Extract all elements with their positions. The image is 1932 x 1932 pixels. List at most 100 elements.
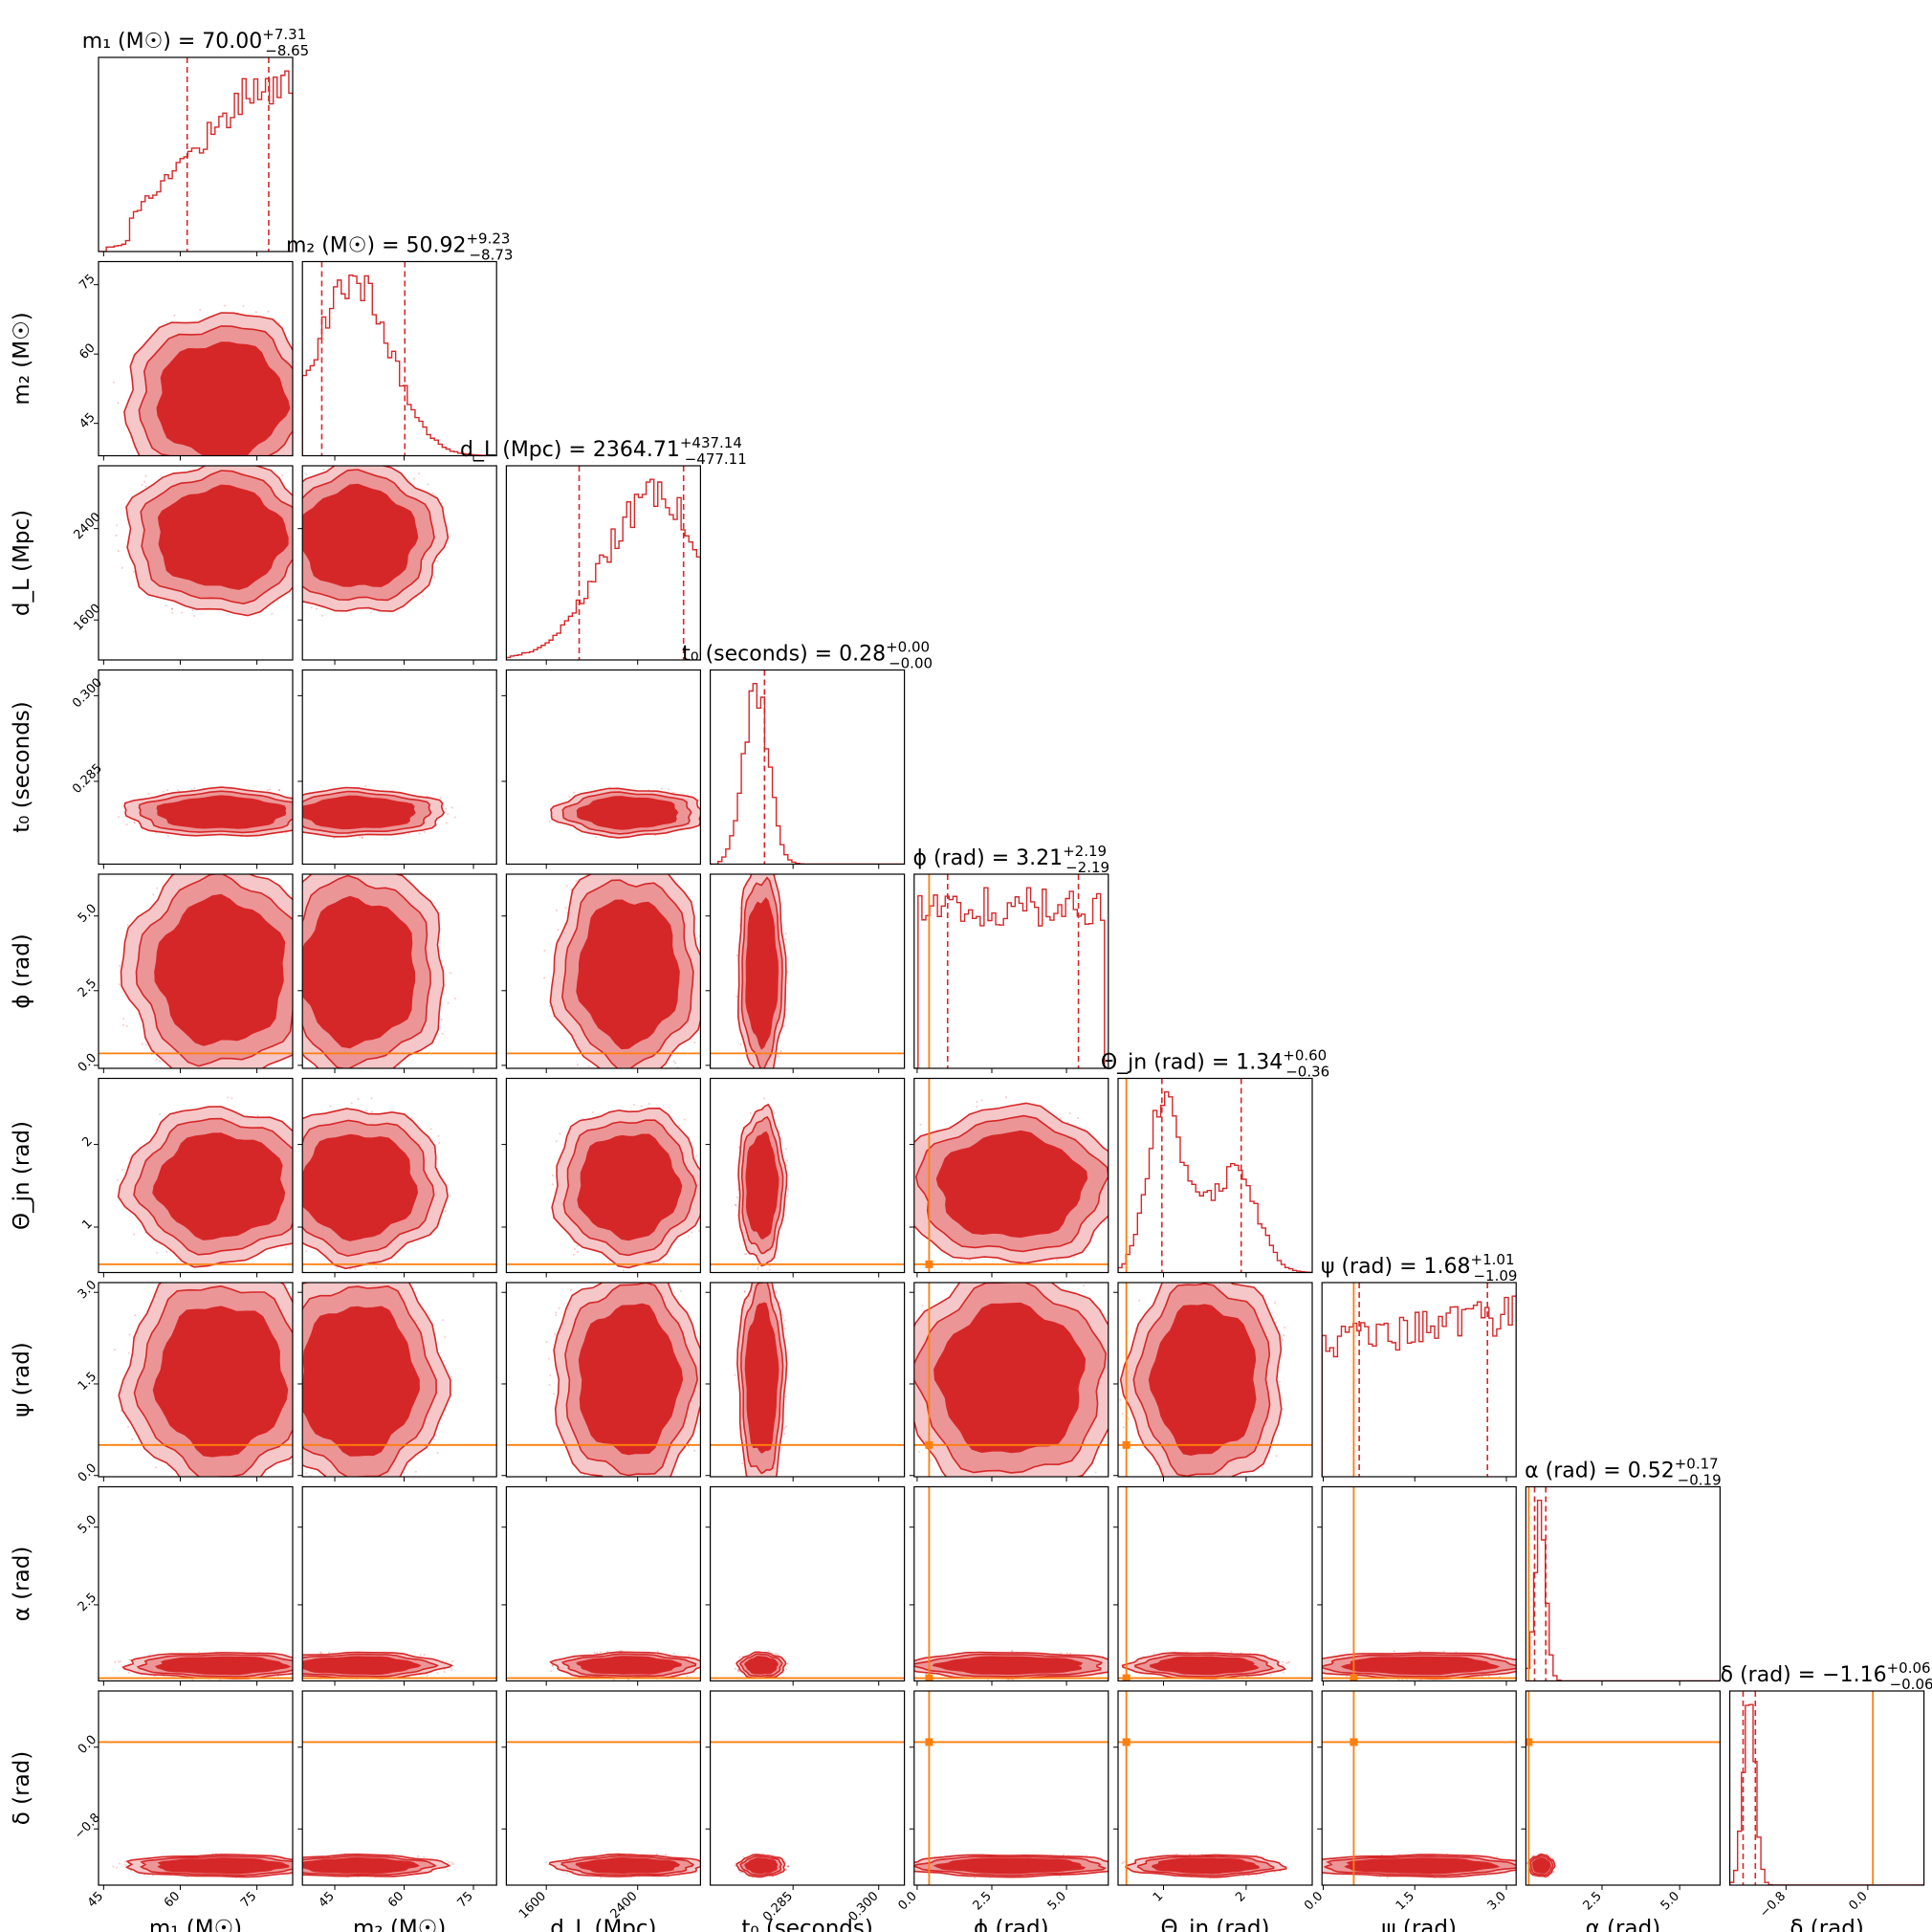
contour-level-3 [575,1856,681,1875]
panel-frame [301,669,497,866]
x-tick-label: 0.0 [1302,1889,1326,1913]
contour-level-3 [302,483,419,587]
hist-t0: t₀ (seconds) = 0.28+0.00 −0.00 [682,639,933,869]
contour-level-3 [935,1130,1088,1239]
contour-level-3 [1149,1656,1260,1676]
y-tick-label: 1 [79,1217,95,1232]
y-axis-label-m2: m₂ (M☉) [10,312,34,405]
panel-m1-delta: 45 60 75−0.80.0 [72,1690,294,1911]
panel-title-theta: Θ_jn (rad) = 1.34+0.60 −0.36 [1101,1047,1329,1081]
contour-level-3 [576,1656,682,1675]
panel-frame [1525,1690,1722,1886]
panel-frame [1525,1485,1722,1682]
x-tick-label: 75 [238,1889,259,1910]
panel-frame [98,669,294,866]
panel-t0-theta [705,1077,906,1278]
y-tick-label: 60 [77,341,98,362]
truth-marker [925,1674,933,1681]
panel-dL-t0 [501,669,702,869]
panel-dL-theta [501,1077,702,1278]
y-tick-label: 2 [79,1134,95,1150]
panel-frame [505,465,702,661]
panel-t0-phi [705,873,906,1073]
hist-dL: d_L (Mpc) = 2364.71+437.14 −477.11 [460,434,747,665]
panel-title-t0: t₀ (seconds) = 0.28+0.00 −0.00 [682,639,933,672]
panel-frame [98,465,294,661]
panel-frame [709,1690,906,1886]
hist-theta: Θ_jn (rad) = 1.34+0.60 −0.36 [1101,1047,1329,1278]
panel-title-m2: m₂ (M☉) = 50.92+9.23 −8.73 [286,231,513,264]
panel-frame [505,669,702,866]
panel-frame [98,260,294,457]
contour-level-3 [1531,1856,1551,1875]
histogram-theta [1118,1091,1312,1273]
x-tick-label: 0.0 [896,1889,920,1913]
x-axis-label-m2: m₂ (M☉) [353,1917,446,1932]
y-tick-label: 75 [77,272,98,293]
panel-frame [505,1282,702,1478]
panel-t0-delta: 0.285 0.300 [705,1690,906,1924]
x-tick-label: 5.0 [1045,1889,1069,1913]
contour-level-3 [302,1133,419,1241]
contour-level-3 [154,1656,292,1676]
panel-m1-phi: 0.0 2.5 5.0 [76,873,294,1075]
truth-marker [1526,1738,1533,1746]
hist-phi: ϕ (rad) = 3.21+2.19 −2.19 [913,843,1109,1073]
y-tick-label: 45 [77,410,98,431]
panel-frame [98,873,294,1069]
x-axis-label-theta: Θ_jn (rad) [1161,1917,1270,1932]
panel-frame [709,1077,906,1274]
panel-t0-alpha [705,1485,906,1686]
panel-frame [709,1282,906,1478]
y-tick-label: 5.0 [76,1513,99,1537]
panel-m1-t0: 0.285 0.300 [70,669,294,869]
y-tick-label: 0.0 [76,1051,99,1075]
panel-psi-delta: 0.0 1.5 3.0 [1302,1690,1517,1913]
truth-marker [925,1440,933,1449]
contour-level-3 [577,1133,683,1241]
truth-marker [925,1738,933,1746]
panel-title-delta: δ (rad) = −1.16+0.06 −0.06 [1721,1659,1932,1693]
contour-level-3 [744,1302,779,1454]
contour-level-3 [1151,1857,1260,1875]
hist-m1: m₁ (M☉) = 70.00+7.31 −8.65 [82,26,309,256]
y-axis-label-dL: d_L (Mpc) [10,510,34,616]
panel-psi-alpha [1317,1485,1517,1686]
x-tick-label: 1 [1151,1889,1166,1904]
panel-frame [1117,1282,1313,1478]
panel-frame [1117,1077,1313,1274]
panel-frame [505,873,702,1069]
panel-m2-theta [297,1077,497,1278]
histogram-t0 [710,683,905,865]
x-tick-label: 2.5 [971,1889,995,1913]
panel-frame [1321,1690,1517,1886]
y-tick-label: 5.0 [76,902,99,926]
contour-level-3 [157,1857,290,1875]
panel-frame [505,1077,702,1274]
contour-level-3 [302,795,416,830]
panel-frame [913,1690,1109,1886]
panel-frame [1728,1690,1925,1886]
panel-frame [301,1282,497,1478]
panel-frame [301,465,497,661]
panel-frame [1321,1282,1517,1478]
panel-frame [913,873,1109,1069]
y-tick-label: 0.0 [76,1733,99,1757]
x-axis-label-alpha: α (rad) [1586,1917,1661,1932]
panel-frame [709,1485,906,1682]
truth-marker [1350,1738,1358,1746]
panel-frame [1117,1485,1313,1682]
x-tick-label: 5.0 [1658,1889,1682,1913]
truth-marker [1122,1440,1131,1449]
x-axis-label-m1: m₁ (M☉) [149,1917,242,1932]
contour-level-3 [156,341,291,456]
x-tick-label: 45 [85,1889,106,1910]
contour-level-3 [1148,1304,1257,1457]
contour-level-3 [152,1306,289,1458]
panel-frame [1117,1690,1313,1886]
x-tick-label: 75 [455,1889,476,1910]
x-tick-label: 3.0 [1485,1889,1509,1913]
x-axis-label-psi: ψ (rad) [1381,1917,1457,1932]
